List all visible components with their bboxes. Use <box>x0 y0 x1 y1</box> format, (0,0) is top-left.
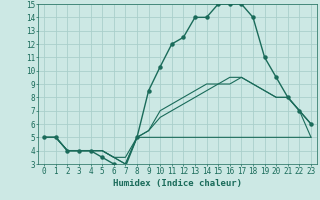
X-axis label: Humidex (Indice chaleur): Humidex (Indice chaleur) <box>113 179 242 188</box>
